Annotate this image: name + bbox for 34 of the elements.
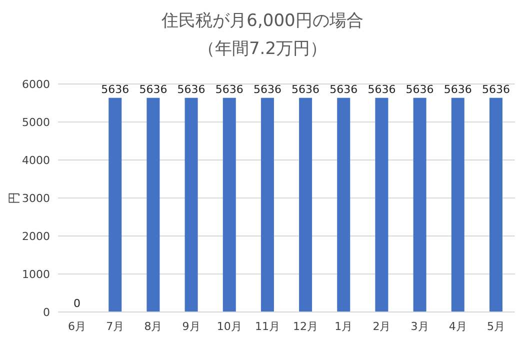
x-tick-label: 5月 — [486, 320, 505, 333]
x-tick-label: 11月 — [254, 320, 280, 333]
data-label: 0 — [74, 297, 81, 310]
y-tick-label: 2000 — [22, 230, 50, 243]
data-label: 5636 — [177, 82, 206, 96]
data-label: 5636 — [444, 82, 472, 96]
data-label: 5636 — [101, 82, 130, 96]
data-label: 5636 — [215, 82, 244, 96]
x-tick-label: 8月 — [144, 320, 162, 333]
x-tick-label: 9月 — [182, 320, 200, 333]
x-tick-label: 7月 — [106, 320, 124, 333]
data-label: 5636 — [139, 82, 168, 96]
x-tick-label: 10月 — [216, 320, 242, 333]
data-label: 5636 — [368, 82, 396, 96]
y-tick-label: 0 — [43, 306, 50, 319]
x-tick-label: 1月 — [334, 320, 353, 333]
x-tick-label: 4月 — [448, 320, 467, 333]
x-tick-label: 12月 — [293, 320, 318, 333]
y-tick-label: 1000 — [22, 268, 50, 281]
x-tick-label: 3月 — [410, 320, 429, 333]
x-tick-label: 2月 — [372, 320, 391, 333]
data-label: 5636 — [482, 82, 510, 96]
y-tick-label: 3000 — [22, 192, 50, 205]
y-tick-label: 6000 — [22, 78, 50, 91]
y-tick-label: 5000 — [22, 116, 50, 129]
data-label: 5636 — [406, 82, 434, 96]
y-tick-label: 4000 — [22, 154, 50, 167]
data-label: 5636 — [330, 82, 358, 96]
chart-subtitle: （年間7.2万円） — [198, 39, 328, 59]
data-label: 5636 — [292, 82, 320, 96]
x-tick-label: 6月 — [68, 320, 86, 333]
chart-title: 住民税が月6,000円の場合 — [160, 11, 364, 31]
y-axis-title: 円 — [7, 192, 21, 204]
data-label: 5636 — [253, 82, 282, 96]
